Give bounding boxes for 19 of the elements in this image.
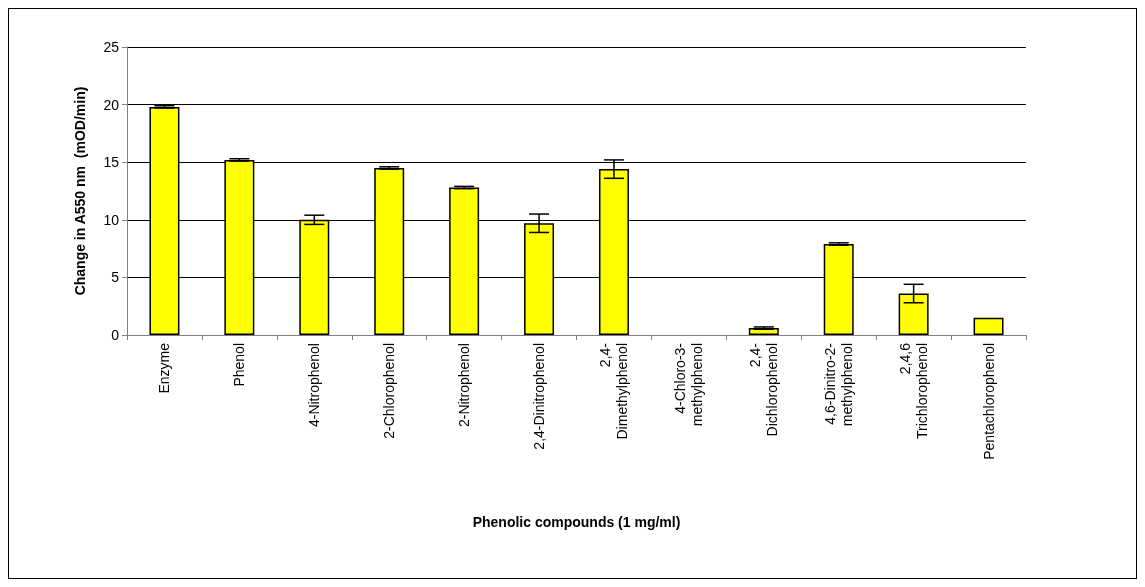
x-tick-label: 2,4- Dimethylphenol [597, 342, 631, 440]
y-axis-title: Change in A550 nm (mOD/min) [72, 86, 88, 296]
x-tick-label: 4-Chloro-3- methylphenol [672, 342, 706, 427]
x-tick-label: 2,4-Dinitrophenol [531, 343, 548, 450]
y-tick-label: 5 [111, 269, 120, 286]
x-tick-label: 2-Chlorophenol [381, 343, 398, 439]
y-tick-label: 15 [103, 154, 120, 171]
y-tick-label: 25 [103, 39, 120, 55]
x-axis-title: Phenolic compounds (1 mg/ml) [472, 514, 681, 530]
x-tick-label: 4,6-Dinitro-2- methylphenol [822, 342, 856, 427]
y-tick-label: 20 [103, 96, 120, 113]
bar [973, 317, 1004, 335]
x-tick-label: Enzyme [156, 342, 173, 394]
x-tick-label: 2-Nitrophenol [456, 343, 473, 428]
x-tick-label: Pentachlorophenol [980, 343, 997, 460]
y-tick-label: 0 [111, 327, 120, 343]
x-tick-label: Phenol [231, 343, 248, 387]
x-tick-label: 4-Nitrophenol [306, 343, 323, 428]
y-tick-label: 10 [103, 211, 120, 228]
